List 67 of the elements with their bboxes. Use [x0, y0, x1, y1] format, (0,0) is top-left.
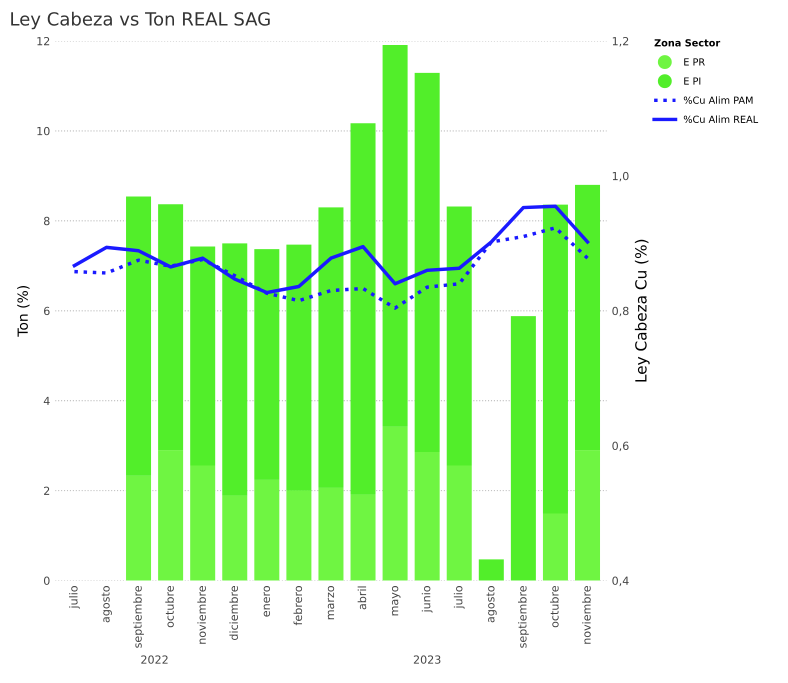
bar [222, 243, 248, 496]
bar [382, 426, 408, 581]
bar [318, 207, 344, 488]
legend-label: E PI [684, 78, 700, 85]
x-tick-label: enero [264, 586, 270, 617]
y-tick-label: 4 [44, 396, 50, 405]
x-tick-label: noviembre [582, 586, 591, 644]
y-tick-label: 2 [44, 486, 50, 495]
bar [350, 123, 376, 495]
bar [190, 465, 216, 581]
y2-tick-label: 0,6 [612, 442, 629, 452]
x-tick-label: diciembre [229, 586, 238, 640]
bar [254, 249, 280, 480]
y-tick-label: 8 [44, 216, 50, 226]
bar [126, 476, 152, 581]
bar [414, 72, 440, 452]
y-tick-label: 10 [37, 126, 50, 136]
x-tick-label: julio [69, 586, 80, 609]
bar [575, 450, 600, 581]
bar [190, 246, 216, 466]
bar [414, 452, 440, 581]
y-axis-title: Ton (%) [17, 286, 30, 337]
x-tick-label: junio [422, 586, 433, 613]
legend-label: E PR [684, 58, 705, 66]
chart-title: Ley Cabeza vs Ton REAL SAG [11, 12, 270, 30]
x-tick-label: mayo [392, 586, 400, 616]
y-tick-label: 12 [37, 36, 50, 46]
x-tick-label: octubre [165, 586, 174, 628]
y2-tick-label: 0,8 [612, 306, 629, 316]
x-tick-label: agosto [102, 586, 112, 622]
x-tick-label: abril [358, 586, 366, 610]
x-tick-label: febrero [294, 586, 302, 626]
bar [222, 496, 248, 581]
bar [254, 480, 280, 581]
x-tick-label: noviembre [197, 586, 206, 644]
y2-tick-label: 1,0 [612, 172, 629, 182]
x-tick-label: septiembre [518, 586, 529, 648]
bar [318, 488, 344, 581]
bar [510, 316, 536, 581]
bar [350, 494, 376, 581]
y-tick-label: 0 [44, 576, 50, 585]
bar [158, 450, 184, 581]
x-tick-label: julio [454, 586, 465, 609]
bar [126, 196, 152, 476]
bar [575, 184, 600, 450]
bar [542, 204, 568, 514]
bar [446, 206, 472, 466]
x-tick-label: agosto [486, 586, 497, 622]
bar [382, 45, 408, 427]
bar [446, 465, 472, 581]
legend-label: %Cu Alim REAL [684, 115, 758, 123]
x-tick-label: marzo [328, 586, 334, 620]
bar [542, 514, 568, 581]
text: 2023 [414, 655, 440, 664]
legend-label: %Cu Alim PAM [684, 96, 753, 104]
x-tick-label: octubre [550, 586, 559, 628]
y2-tick-label: 0,4 [612, 576, 629, 586]
legend-title: Zona Sector [654, 39, 720, 46]
y2-tick-label: 1,2 [612, 36, 628, 46]
x-tick-label: septiembre [133, 586, 144, 648]
y-tick-label: 6 [44, 306, 50, 316]
bar [478, 559, 504, 581]
text: 2022 [141, 655, 168, 664]
bar [286, 244, 312, 491]
y2-axis-title: Ley Cabeza Cu (%) [634, 240, 650, 382]
bar [286, 490, 312, 581]
bar [158, 204, 184, 450]
